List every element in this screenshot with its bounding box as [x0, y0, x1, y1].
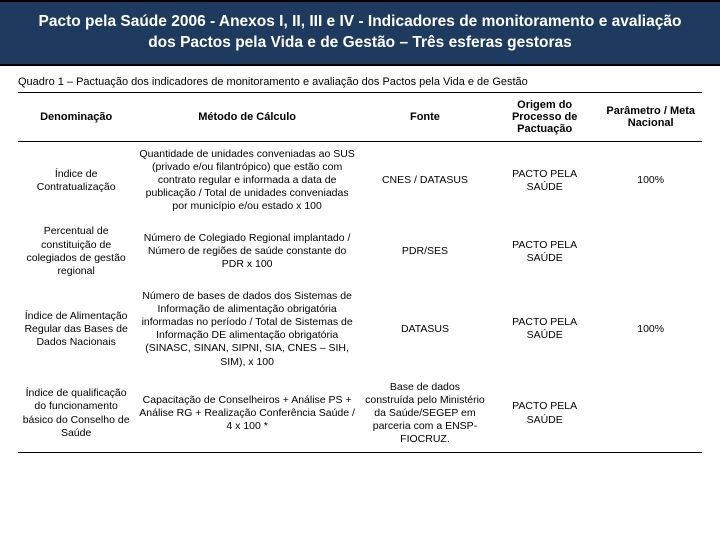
table-row: Índice de Contratualização Quantidade de…: [18, 141, 702, 219]
col-header-fonte: Fonte: [360, 92, 490, 141]
col-header-denominacao: Denominação: [18, 92, 134, 141]
col-header-origem: Origem do Processo de Pactuação: [490, 92, 599, 141]
cell-origem: PACTO PELA SAÚDE: [490, 219, 599, 284]
cell-origem: PACTO PELA SAÚDE: [490, 284, 599, 375]
cell-parametro: [599, 375, 702, 453]
cell-metodo: Quantidade de unidades conveniadas ao SU…: [134, 141, 360, 219]
col-header-metodo: Método de Cálculo: [134, 92, 360, 141]
cell-denominacao: Índice de Contratualização: [18, 141, 134, 219]
cell-denominacao: Índice de Alimentação Regular das Bases …: [18, 284, 134, 375]
table-header-row: Denominação Método de Cálculo Fonte Orig…: [18, 92, 702, 141]
cell-metodo: Número de bases de dados dos Sistemas de…: [134, 284, 360, 375]
table-row: Percentual de constituição de colegiados…: [18, 219, 702, 284]
cell-parametro: [599, 219, 702, 284]
cell-origem: PACTO PELA SAÚDE: [490, 141, 599, 219]
cell-parametro: 100%: [599, 141, 702, 219]
table-row: Índice de Alimentação Regular das Bases …: [18, 284, 702, 375]
cell-metodo: Número de Colegiado Regional implantado …: [134, 219, 360, 284]
indicators-table: Denominação Método de Cálculo Fonte Orig…: [18, 92, 702, 454]
page-header: Pacto pela Saúde 2006 - Anexos I, II, II…: [0, 0, 720, 66]
cell-fonte: Base de dados construída pelo Ministério…: [360, 375, 490, 453]
cell-origem: PACTO PELA SAÚDE: [490, 375, 599, 453]
table-row: Índice de qualificação do funcionamento …: [18, 375, 702, 453]
col-header-parametro: Parâmetro / Meta Nacional: [599, 92, 702, 141]
cell-denominacao: Índice de qualificação do funcionamento …: [18, 375, 134, 453]
cell-fonte: DATASUS: [360, 284, 490, 375]
cell-denominacao: Percentual de constituição de colegiados…: [18, 219, 134, 284]
header-title: Pacto pela Saúde 2006 - Anexos I, II, II…: [39, 13, 682, 51]
cell-fonte: PDR/SES: [360, 219, 490, 284]
table-caption: Quadro 1 – Pactuação dos indicadores de …: [18, 76, 702, 88]
cell-metodo: Capacitação de Conselheiros + Análise PS…: [134, 375, 360, 453]
cell-fonte: CNES / DATASUS: [360, 141, 490, 219]
cell-parametro: 100%: [599, 284, 702, 375]
